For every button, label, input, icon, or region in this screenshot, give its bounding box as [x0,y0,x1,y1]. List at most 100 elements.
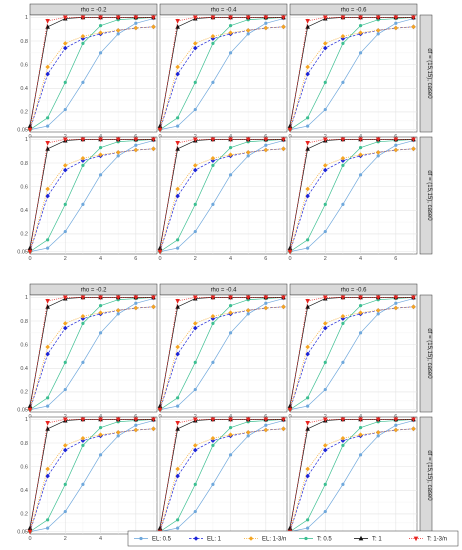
data-point [63,482,67,486]
data-point [393,427,399,433]
data-point [115,308,121,313]
row-strip-label: df = (15,15), case0 [426,170,432,221]
data-point [134,301,138,305]
y-tick-label: 0.05 [17,249,28,255]
data-point [98,146,103,150]
series-line [29,139,154,252]
panel [157,136,288,255]
data-point [80,33,86,39]
series-group [157,426,286,534]
data-point [358,137,363,143]
data-point [45,146,50,151]
legend-item: EL: 0.5 [134,537,172,543]
data-point [46,404,50,408]
series-group [287,137,416,255]
column-strip-label: rho = -0.4 [211,288,238,294]
data-point [211,321,215,325]
data-point [211,360,215,364]
series-line [159,17,284,130]
x-tick-label: 4 [359,256,362,262]
series-group [287,146,416,254]
data-point [151,426,156,432]
data-point [175,421,180,426]
data-point [281,295,286,301]
series-line [29,419,154,532]
panel [27,416,158,535]
data-point [228,295,233,301]
data-point [228,426,233,430]
series-group [157,295,286,413]
data-point [341,163,345,167]
data-point [62,15,68,21]
data-point [98,173,103,177]
data-point [133,417,139,423]
data-point [27,245,33,250]
data-point [228,304,233,308]
data-point [46,526,50,530]
data-point [358,453,363,457]
series-line [159,428,284,532]
data-point [375,28,381,33]
data-point [264,143,268,147]
data-point [358,173,363,177]
data-point [62,45,68,51]
series-line [289,18,414,130]
data-point [228,30,233,36]
legend-marker [413,536,419,542]
x-tick-label: 6 [134,256,137,262]
data-point [98,295,103,301]
data-point [281,304,286,310]
data-point [341,443,345,447]
x-tick-label: 0 [28,256,31,262]
data-point [306,396,310,400]
data-point [305,344,310,350]
data-point [193,509,197,514]
series-group [27,15,156,133]
data-point [281,417,286,423]
data-point [27,127,33,133]
data-point [134,21,138,25]
data-point [176,116,180,120]
data-point [281,137,286,143]
data-point [246,154,250,158]
data-point [323,229,327,234]
data-point [322,45,328,51]
data-point [340,435,346,441]
data-point [245,295,251,301]
data-point [411,137,416,143]
legend-label: EL: 1 [207,537,222,543]
data-point [281,15,286,21]
data-point [81,482,85,486]
data-point [263,147,269,153]
y-tick-label: 0.4 [20,366,28,372]
data-point [323,482,327,486]
legend-label: T: 0.5 [317,537,332,543]
data-point [151,146,156,152]
data-point [175,351,180,357]
data-point [305,193,310,199]
series-line [29,420,154,532]
data-point [62,295,68,301]
data-point [62,417,68,423]
data-point [228,24,233,28]
series-group [287,295,416,413]
data-point [175,19,180,24]
data-point [340,15,346,21]
series-group [287,426,416,534]
data-point [45,24,50,29]
data-point [322,295,328,301]
data-point [305,186,310,192]
data-point [411,15,416,21]
data-point [376,312,380,316]
data-point [306,404,310,408]
data-point [175,186,180,192]
data-point [228,453,233,457]
y-tick-label: 0.2 [20,232,28,238]
data-point [80,417,86,423]
data-point [81,443,85,447]
data-point [375,430,381,435]
y-tick-label: 0.05 [17,127,28,133]
data-point [264,423,268,427]
panel [157,14,288,133]
data-point [175,141,180,146]
